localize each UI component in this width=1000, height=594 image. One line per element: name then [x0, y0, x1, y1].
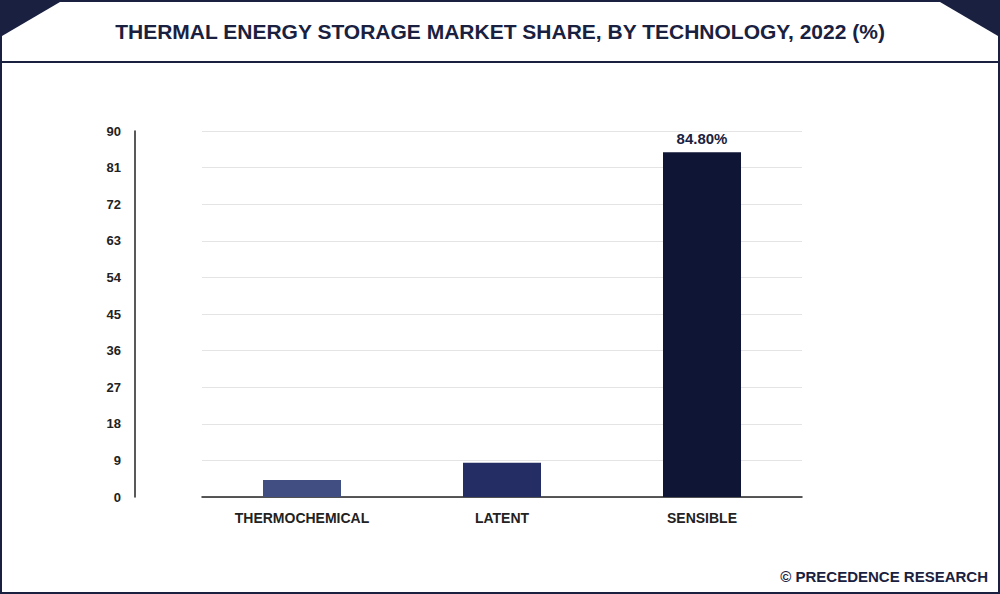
- svg-text:54: 54: [107, 270, 122, 285]
- svg-text:27: 27: [107, 380, 121, 395]
- svg-text:9: 9: [114, 453, 121, 468]
- svg-text:45: 45: [107, 307, 121, 322]
- svg-text:SENSIBLE: SENSIBLE: [667, 510, 737, 526]
- svg-text:18: 18: [107, 416, 121, 431]
- svg-text:LATENT: LATENT: [475, 510, 530, 526]
- svg-text:90: 90: [107, 124, 121, 139]
- svg-text:0: 0: [114, 490, 121, 505]
- svg-text:THERMAL ENERGY STORAGE MARKET: THERMAL ENERGY STORAGE MARKET SHARE, BY …: [115, 20, 885, 43]
- svg-text:© PRECEDENCE RESEARCH: © PRECEDENCE RESEARCH: [780, 568, 988, 585]
- svg-text:36: 36: [107, 343, 121, 358]
- svg-text:84.80%: 84.80%: [677, 130, 728, 147]
- svg-text:THERMOCHEMICAL: THERMOCHEMICAL: [235, 510, 370, 526]
- svg-text:81: 81: [107, 160, 121, 175]
- svg-text:63: 63: [107, 233, 121, 248]
- svg-text:72: 72: [107, 197, 121, 212]
